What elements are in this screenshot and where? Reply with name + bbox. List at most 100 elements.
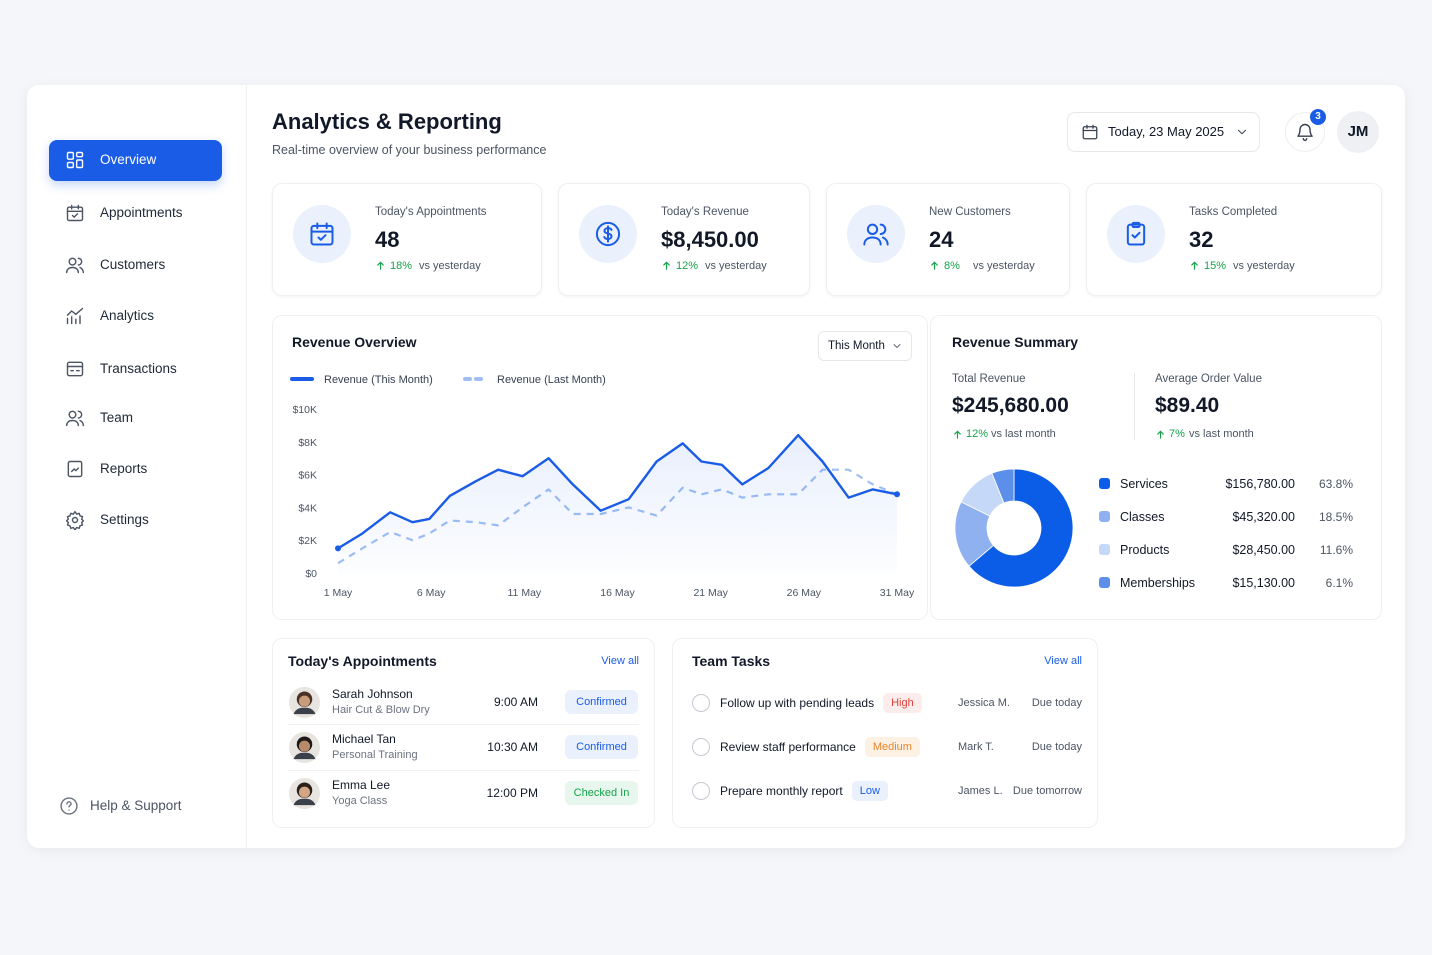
legend-percent: 6.1% (1325, 576, 1353, 590)
date-text: Today, 23 May 2025 (1108, 124, 1225, 139)
kpi-icon-bg (293, 205, 351, 263)
kpi-change: 15% (1204, 260, 1227, 272)
point (335, 545, 341, 552)
nav-item[interactable]: Team (100, 410, 134, 425)
stat-label: Average Order Value (1155, 373, 1262, 385)
kpi-compare: vs yesterday (705, 260, 767, 272)
stat-label: Total Revenue (952, 373, 1026, 385)
client-service: Personal Training (332, 749, 418, 761)
nav-item[interactable]: Appointments (100, 205, 183, 220)
point (894, 491, 900, 498)
appt-time: 9:00 AM (493, 695, 538, 709)
period-text: This Month (828, 340, 885, 352)
priority-pill: High (883, 693, 922, 713)
status-pill: Confirmed (565, 690, 638, 714)
task-line: Review staff performance Medium (720, 737, 920, 757)
y-tick-label: $10K (292, 404, 317, 416)
task-text: Prepare monthly report (720, 784, 843, 798)
kpi-change: 12% (676, 260, 699, 272)
help-icon (60, 797, 78, 815)
legend-amount: $28,450.00 (1232, 543, 1295, 557)
nav-item[interactable]: Settings (100, 512, 149, 527)
nav-item[interactable]: Analytics (100, 308, 155, 323)
bell-button[interactable] (1285, 112, 1325, 152)
stat-divider (1134, 373, 1135, 440)
task-text: Follow up with pending leads (720, 696, 875, 710)
y-tick-label: $0 (305, 568, 317, 580)
avatar-photo (289, 732, 320, 763)
up-arrow (377, 261, 384, 270)
nav-item[interactable]: Overview (100, 152, 157, 167)
date-picker[interactable] (1067, 112, 1260, 152)
task-assignee: Jessica M. (958, 697, 1010, 709)
page-subtitle: Real-time overview of your business perf… (272, 143, 547, 157)
x-tick-label: 21 May (693, 587, 728, 599)
y-tick-label: $4K (298, 502, 317, 514)
period-select[interactable] (818, 331, 912, 361)
client-service: Yoga Class (332, 795, 388, 807)
task-checkbox[interactable] (692, 738, 710, 756)
up-arrow (1157, 430, 1164, 439)
x-tick-label: 26 May (787, 587, 822, 599)
help-link[interactable]: Help & Support (90, 798, 182, 813)
sidebar-divider (246, 85, 247, 848)
appt-time: 10:30 AM (487, 740, 538, 754)
legend-swatch (1099, 511, 1110, 522)
avatar-photo (289, 778, 320, 809)
donut-segment (968, 468, 1074, 588)
task-due: Due tomorrow (1012, 785, 1082, 797)
x-tick-label: 1 May (324, 587, 353, 599)
donut-chart (954, 468, 1074, 588)
x-tick-label: 11 May (508, 587, 542, 599)
y-tick-label: $2K (298, 535, 317, 547)
donut-segment (991, 468, 1015, 504)
task-line: Follow up with pending leads High (720, 693, 922, 713)
avatar[interactable]: JM (1337, 111, 1379, 153)
legend-swatch (1099, 577, 1110, 588)
up-arrow (931, 261, 938, 270)
notification-badge: 3 (1310, 109, 1326, 125)
nav-item[interactable]: Customers (100, 257, 166, 272)
legend-swatch (1099, 478, 1110, 489)
kpi-change: 18% (390, 260, 413, 272)
task-checkbox[interactable] (692, 782, 710, 800)
nav-icon (66, 151, 84, 169)
nav-item[interactable]: Transactions (100, 361, 177, 376)
nav-item[interactable]: Reports (100, 461, 148, 476)
kpi-icon (595, 221, 621, 247)
kpi-label: Tasks Completed (1189, 206, 1278, 218)
nav-icon (65, 410, 85, 427)
nav-icon (66, 307, 84, 325)
stat-change: 12% (966, 428, 989, 440)
line-chart: $0 $2K $4K $6K $8K $10K 1 May 6 May 11 May 16 May… (290, 374, 915, 599)
task-assignee: Mark T. (958, 741, 994, 753)
row-divider (288, 770, 639, 771)
up-arrow (663, 261, 670, 270)
legend-label: Classes (1120, 510, 1165, 524)
chart-title: Revenue Summary (952, 334, 1079, 350)
priority-pill: Low (851, 781, 888, 801)
kpi-label: Today's Appointments (375, 206, 487, 218)
nav-icon (66, 361, 84, 377)
kpi-value: 48 (375, 227, 400, 252)
view-all-link[interactable]: View all (1044, 655, 1082, 667)
kpi-compare: vs yesterday (973, 260, 1035, 272)
stat-compare: vs last month (991, 428, 1056, 440)
chevron (1238, 129, 1246, 135)
legend-percent: 63.8% (1318, 477, 1353, 491)
kpi-icon-bg (847, 205, 905, 263)
legend-label: Products (1120, 543, 1170, 557)
nav-icon (65, 510, 85, 530)
task-due: Due today (1031, 741, 1082, 753)
task-due: Due today (1031, 697, 1082, 709)
kpi-icon (1126, 221, 1146, 246)
kpi-value: $8,450.00 (661, 227, 759, 252)
task-checkbox[interactable] (692, 694, 710, 712)
legend-label: Revenue (This Month) (324, 374, 433, 386)
view-all-link[interactable]: View all (601, 655, 639, 667)
legend-amount: $45,320.00 (1232, 510, 1295, 524)
kpi-compare: vs yesterday (1233, 260, 1295, 272)
chart-title: Revenue Overview (292, 334, 417, 350)
x-tick-label: 31 May (880, 587, 915, 599)
